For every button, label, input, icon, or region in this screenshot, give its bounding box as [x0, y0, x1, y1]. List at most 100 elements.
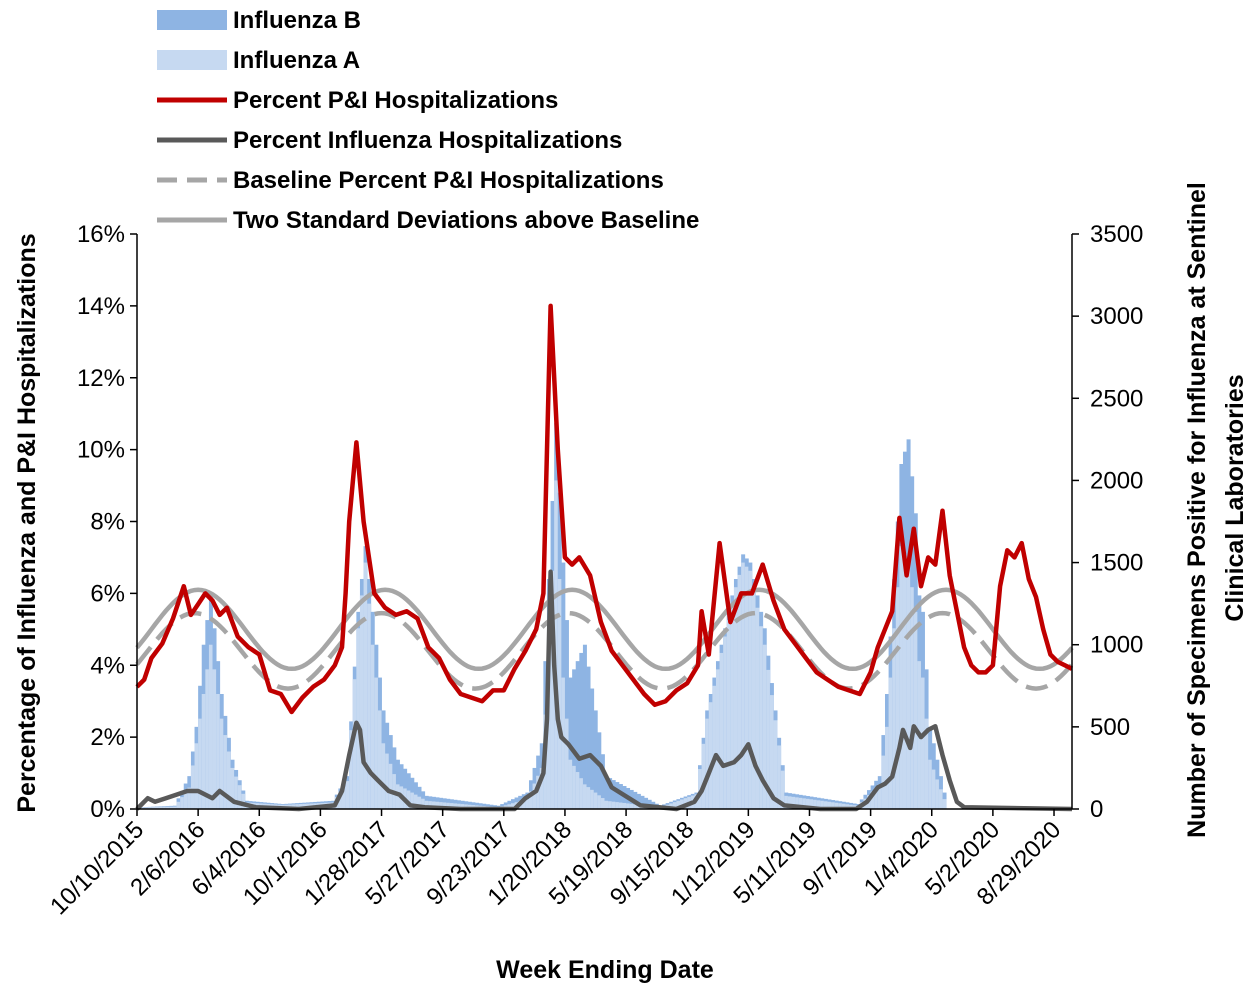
- y-axis-title-right-line1: Number of Specimens Positive for Influen…: [1183, 182, 1211, 838]
- bar-influenza-a: [446, 802, 451, 809]
- bar-influenza-a: [140, 807, 145, 809]
- bar-influenza-a: [931, 769, 936, 809]
- bar-influenza-a: [298, 804, 303, 809]
- bar-influenza-a: [723, 636, 728, 809]
- y-left-tick-label: 10%: [77, 437, 125, 464]
- bar-influenza-a: [701, 743, 706, 809]
- bar-influenza-a: [611, 801, 616, 809]
- bar-influenza-a: [755, 607, 760, 809]
- bar-influenza-a: [158, 806, 163, 809]
- y-left-tick-label: 14%: [77, 293, 125, 320]
- y-left-tick-label: 2%: [90, 724, 125, 751]
- bar-influenza-a: [802, 798, 807, 809]
- bar-influenza-a: [622, 802, 627, 809]
- bar-influenza-b: [564, 620, 569, 809]
- bar-influenza-a: [870, 791, 875, 809]
- bar-influenza-a: [600, 798, 605, 809]
- bar-influenza-a: [726, 620, 731, 809]
- bar-influenza-a: [715, 669, 720, 809]
- bar-influenza-a: [352, 679, 357, 809]
- bar-influenza-a: [831, 802, 836, 809]
- pi-line: [135, 303, 1073, 715]
- bar-influenza-b: [636, 793, 641, 809]
- bar-influenza-a: [572, 765, 577, 809]
- bar-influenza-a: [435, 801, 440, 809]
- bar-influenza-a: [449, 803, 454, 809]
- bar-influenza-a: [183, 792, 188, 809]
- bar-influenza-a: [237, 785, 242, 809]
- bar-influenza-a: [669, 803, 674, 809]
- bar-influenza-a: [349, 730, 354, 809]
- bar-influenza-a: [834, 802, 839, 809]
- bar-influenza-a: [395, 784, 400, 809]
- bar-influenza-a: [381, 743, 386, 809]
- bar-influenza-b: [611, 780, 616, 809]
- y-right-tick-label: 3500: [1090, 221, 1143, 248]
- bar-influenza-a: [780, 770, 785, 809]
- bar-influenza-a: [144, 807, 149, 809]
- bar-influenza-a: [586, 787, 591, 809]
- legend-label-baseline: Baseline Percent P&I Hospitalizations: [233, 167, 664, 194]
- legend-label-flu_hosp: Percent Influenza Hospitalizations: [233, 127, 622, 154]
- y-right-tick-label: 500: [1090, 714, 1130, 741]
- bars-layer: [137, 422, 947, 809]
- bar-influenza-a: [762, 644, 767, 809]
- x-tick-label: 10/10/2015: [45, 816, 149, 920]
- bar-influenza-a: [920, 677, 925, 809]
- bar-influenza-a: [341, 786, 346, 809]
- bar-influenza-a: [590, 789, 595, 809]
- y-right-tick-label: 2000: [1090, 467, 1143, 494]
- bar-influenza-a: [877, 784, 882, 809]
- bar-influenza-a: [219, 718, 224, 809]
- bar-influenza-a: [938, 789, 943, 809]
- y-axis-title-right-line2: Clinical Laboratories: [1221, 374, 1249, 621]
- bar-influenza-a: [766, 669, 771, 809]
- bar-influenza-a: [575, 772, 580, 809]
- bar-influenza-a: [234, 776, 239, 809]
- bar-influenza-a: [162, 806, 167, 809]
- bar-influenza-a: [593, 792, 598, 809]
- bar-influenza-a: [913, 611, 918, 809]
- bar-influenza-b: [579, 652, 584, 809]
- bar-influenza-a: [626, 803, 631, 809]
- bar-influenza-a: [816, 800, 821, 809]
- bar-influenza-a: [823, 801, 828, 809]
- bar-influenza-a: [359, 595, 364, 809]
- bar-influenza-a: [748, 570, 753, 809]
- bar-influenza-a: [345, 781, 350, 809]
- bar-influenza-a: [223, 735, 228, 809]
- bar-influenza-a: [719, 652, 724, 809]
- bar-influenza-a: [216, 694, 221, 809]
- legend-label-pi: Percent P&I Hospitalizations: [233, 87, 558, 114]
- bar-influenza-a: [885, 726, 889, 809]
- bar-influenza-a: [777, 745, 782, 809]
- bar-influenza-a: [241, 793, 246, 809]
- bar-influenza-a: [439, 802, 444, 809]
- bar-influenza-a: [845, 804, 850, 809]
- bar-influenza-a: [546, 661, 551, 809]
- bar-influenza-a: [147, 807, 152, 809]
- y-left-tick-label: 8%: [90, 509, 125, 536]
- bar-influenza-a: [187, 787, 192, 809]
- bar-influenza-b: [572, 669, 577, 809]
- bar-influenza-a: [536, 775, 541, 809]
- bar-influenza-a: [892, 628, 897, 809]
- bar-influenza-a: [759, 626, 764, 809]
- y-right-tick-label: 2500: [1090, 385, 1143, 412]
- legend-label-influenza_b: Influenza B: [233, 7, 361, 34]
- bar-influenza-a: [582, 784, 587, 809]
- bar-influenza-a: [406, 790, 411, 809]
- bar-influenza-a: [895, 587, 900, 809]
- bar-influenza-a: [608, 801, 613, 809]
- baseline-line: [135, 610, 1074, 691]
- bar-influenza-a: [579, 778, 584, 809]
- bar-influenza-a: [827, 801, 832, 809]
- bar-influenza-a: [604, 800, 609, 809]
- bar-influenza-a: [629, 803, 634, 809]
- bar-influenza-a: [528, 791, 533, 809]
- bar-influenza-a: [417, 796, 422, 809]
- bar-influenza-a: [421, 798, 426, 809]
- y-left-tick-label: 12%: [77, 365, 125, 392]
- bar-influenza-a: [176, 801, 181, 809]
